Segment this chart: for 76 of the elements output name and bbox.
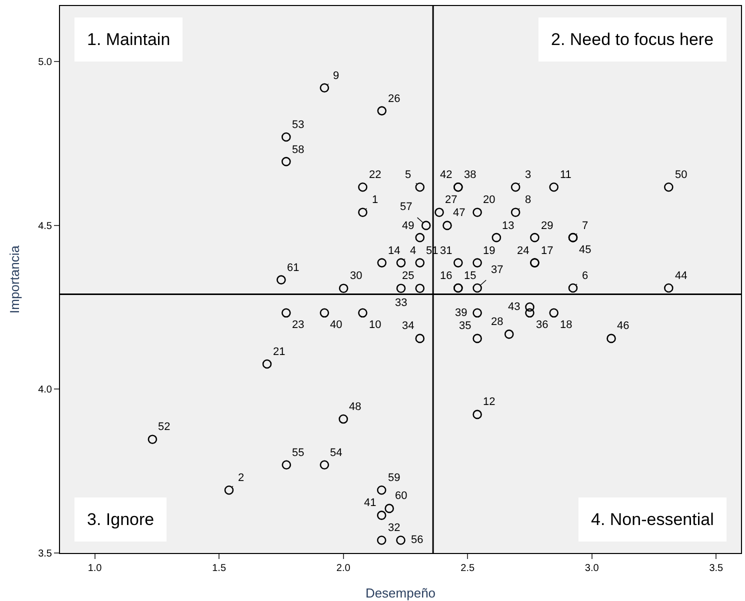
- annotation: 54: [330, 447, 342, 459]
- annotation: 44: [675, 270, 688, 282]
- annotation: 52: [158, 421, 170, 433]
- annotation: 41: [364, 497, 376, 509]
- annotation: 24: [517, 245, 530, 257]
- annotation: 61: [287, 262, 300, 274]
- annotation: 45: [579, 244, 592, 256]
- annotation: 56: [411, 534, 424, 546]
- annotation: 26: [388, 93, 400, 105]
- annotation: 14: [388, 245, 400, 257]
- annotation: 5: [405, 169, 412, 181]
- annotation: 29: [541, 220, 554, 232]
- annotation: 58: [292, 144, 304, 156]
- annotation: 38: [464, 169, 476, 181]
- annotation: 25: [402, 270, 414, 282]
- x-tick-label: 3.5: [709, 563, 724, 574]
- annotation: 30: [350, 270, 362, 282]
- annotation: 40: [330, 319, 342, 331]
- annotation: 3. Ignore: [87, 510, 154, 529]
- annotation: 2. Need to focus here: [551, 30, 714, 49]
- annotation: 1. Maintain: [87, 30, 170, 49]
- annotation: 22: [369, 169, 382, 181]
- annotation: 37: [491, 264, 504, 276]
- annotation: 48: [349, 401, 362, 413]
- annotation: 35: [459, 320, 472, 332]
- annotation: 59: [388, 472, 400, 484]
- annotation: 21: [273, 346, 286, 358]
- annotation: 32: [388, 522, 400, 534]
- annotation: 10: [369, 319, 382, 331]
- annotation: 60: [395, 490, 408, 502]
- annotation: 1: [372, 194, 378, 206]
- annotation: 7: [582, 220, 588, 232]
- annotation: 31: [440, 245, 452, 257]
- annotation: 39: [455, 307, 468, 319]
- annotation: 12: [483, 396, 496, 408]
- x-tick-label: 1.0: [88, 563, 102, 574]
- annotation: 4: [410, 245, 416, 257]
- annotation: 33: [395, 297, 408, 309]
- x-tick-label: 1.5: [212, 563, 226, 574]
- annotation: 27: [445, 194, 458, 206]
- y-axis-title: Importancia: [7, 244, 22, 314]
- y-tick-label: 4.0: [38, 384, 52, 396]
- annotation: 20: [483, 194, 496, 206]
- annotation: 2: [238, 472, 244, 484]
- annotation: 57: [400, 201, 412, 213]
- annotation: 42: [440, 169, 452, 181]
- annotation: 43: [508, 301, 520, 313]
- annotation: 55: [292, 447, 304, 459]
- annotation: 15: [464, 270, 476, 282]
- annotation: 28: [491, 316, 504, 328]
- annotation: 46: [617, 320, 630, 332]
- annotation: 4. Non-essential: [591, 510, 714, 529]
- y-tick-label: 5.0: [38, 57, 52, 68]
- annotation: 3: [525, 169, 532, 181]
- x-tick-label: 2.0: [336, 563, 351, 574]
- annotation: 47: [453, 207, 466, 219]
- annotation: 18: [560, 319, 572, 331]
- y-tick-label: 4.5: [38, 220, 52, 232]
- annotation: 6: [582, 270, 588, 282]
- annotation: 34: [402, 320, 414, 332]
- annotation: 36: [536, 319, 548, 331]
- annotation: 19: [483, 245, 496, 257]
- x-tick-label: 3.0: [584, 563, 600, 574]
- x-tick-label: 2.5: [460, 563, 475, 574]
- annotation: 13: [502, 220, 514, 232]
- annotation: 8: [525, 194, 532, 206]
- annotation: 9: [333, 70, 340, 82]
- annotation: 16: [440, 270, 452, 282]
- annotation: 49: [402, 220, 414, 232]
- x-axis-title: Desempeño: [365, 586, 436, 601]
- annotation: 53: [292, 119, 304, 131]
- annotation: 11: [560, 169, 572, 181]
- y-tick-label: 3.5: [38, 548, 52, 560]
- annotation: 17: [541, 245, 554, 257]
- annotation: 23: [292, 319, 304, 331]
- annotation: 50: [675, 169, 688, 181]
